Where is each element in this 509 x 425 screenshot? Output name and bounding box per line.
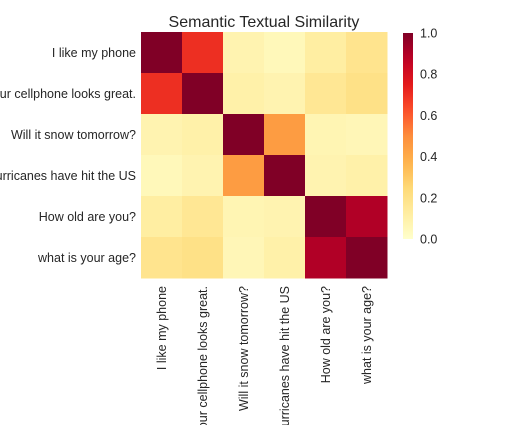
column-label: How old are you? (319, 286, 333, 383)
heatmap-cell-r0-c4 (305, 32, 347, 74)
column-label: Will it snow tomorrow? (237, 286, 251, 411)
row-label: Your cellphone looks great. (0, 87, 136, 101)
column-label: what is your age? (360, 286, 374, 385)
heatmap-cell-r2-c0 (141, 114, 183, 156)
column-label: I like my phone (155, 286, 169, 370)
heatmap-cell-r4-c0 (141, 196, 183, 238)
colorbar-tick-label: 1.0 (420, 27, 437, 41)
colorbar-ticks: 0.0 0.2 0.4 0.6 0.8 1.0 (420, 27, 437, 247)
column-label: Your cellphone looks great. (196, 286, 210, 425)
heatmap-cell-r1-c3 (264, 73, 306, 115)
heatmap-cell-r2-c5 (346, 114, 388, 156)
colorbar-tick-label: 0.4 (420, 150, 437, 164)
heatmap-cell-r0-c0 (141, 32, 183, 74)
heatmap-cell-r0-c5 (346, 32, 388, 74)
heatmap-cell-r4-c4 (305, 196, 347, 238)
heatmap-cell-r3-c4 (305, 155, 347, 197)
heatmap-cell-r1-c4 (305, 73, 347, 115)
heatmap-cell-r3-c1 (182, 155, 224, 197)
heatmap-cell-r1-c0 (141, 73, 183, 115)
chart-title: Semantic Textual Similarity (169, 14, 360, 31)
heatmap-cell-r0-c2 (223, 32, 265, 74)
heatmap-cell-r3-c5 (346, 155, 388, 197)
heatmap-cell-r0-c3 (264, 32, 306, 74)
heatmap-cell-r5-c0 (141, 237, 183, 279)
heatmap-cell-r4-c5 (346, 196, 388, 238)
column-labels: I like my phone Your cellphone looks grea… (155, 286, 374, 425)
row-label: what is your age? (37, 251, 136, 265)
heatmap-cell-r3-c3 (264, 155, 306, 197)
colorbar-tick-label: 0.0 (420, 233, 437, 247)
heatmap-cell-r1-c1 (182, 73, 224, 115)
row-label: How old are you? (39, 210, 136, 224)
heatmap-cell-r4-c3 (264, 196, 306, 238)
heatmap-cells (141, 32, 388, 279)
heatmap-cell-r5-c2 (223, 237, 265, 279)
heatmap-cell-r0-c1 (182, 32, 224, 74)
colorbar (403, 33, 413, 239)
heatmap-cell-r5-c5 (346, 237, 388, 279)
heatmap-cell-r2-c1 (182, 114, 224, 156)
colorbar-tick-label: 0.8 (420, 68, 437, 82)
heatmap-cell-r5-c4 (305, 237, 347, 279)
heatmap-cell-r3-c2 (223, 155, 265, 197)
row-label: Hurricanes have hit the US (0, 169, 136, 183)
heatmap-cell-r1-c5 (346, 73, 388, 115)
heatmap-cell-r4-c2 (223, 196, 265, 238)
heatmap-cell-r2-c2 (223, 114, 265, 156)
heatmap-cell-r2-c4 (305, 114, 347, 156)
heatmap-cell-r4-c1 (182, 196, 224, 238)
heatmap-cell-r3-c0 (141, 155, 183, 197)
row-label: Will it snow tomorrow? (11, 128, 136, 142)
row-labels: I like my phone Your cellphone looks grea… (0, 46, 136, 265)
heatmap-cell-r5-c1 (182, 237, 224, 279)
heatmap-cell-r1-c2 (223, 73, 265, 115)
colorbar-tick-label: 0.2 (420, 191, 437, 205)
column-label: Hurricanes have hit the US (278, 286, 292, 425)
heatmap-cell-r2-c3 (264, 114, 306, 156)
colorbar-tick-label: 0.6 (420, 109, 437, 123)
row-label: I like my phone (52, 46, 136, 60)
heatmap-cell-r5-c3 (264, 237, 306, 279)
